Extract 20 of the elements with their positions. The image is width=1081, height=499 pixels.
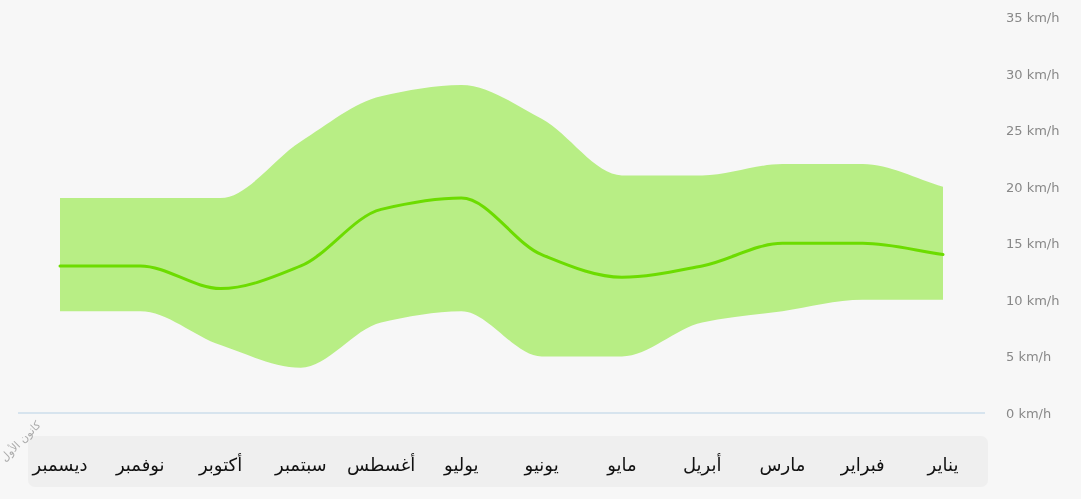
- y-tick-label: 0 km/h: [1006, 406, 1052, 421]
- y-tick-label: 10 km/h: [1006, 292, 1060, 308]
- x-tick-label: أبريل: [682, 453, 722, 476]
- y-tick-label: 30 km/h: [1006, 66, 1060, 82]
- line-series: [58, 196, 945, 291]
- x-tick-label: سبتمبر: [273, 454, 327, 476]
- x-tick-label: يوليو: [443, 454, 479, 476]
- y-tick-label: 5 km/h: [1006, 349, 1052, 365]
- x-tick-label: أغسطس: [347, 453, 416, 475]
- y-tick-label: 15 km/h: [1006, 236, 1060, 252]
- x-tick-label: فبراير: [839, 454, 885, 476]
- x-tick-label: مايو: [606, 454, 637, 476]
- x-tick-label: مارس: [759, 454, 806, 475]
- y-tick-label: 25 km/h: [1006, 123, 1060, 139]
- x-tick-label: يونيو: [523, 454, 559, 476]
- x-tick-label: أكتوبر: [197, 453, 243, 476]
- y-tick-label: 35 km/h: [1006, 10, 1060, 25]
- x-tick-label: يناير: [926, 454, 959, 476]
- x-tick-label: نوفمبر: [114, 454, 165, 476]
- y-tick-label: 20 km/h: [1006, 179, 1060, 195]
